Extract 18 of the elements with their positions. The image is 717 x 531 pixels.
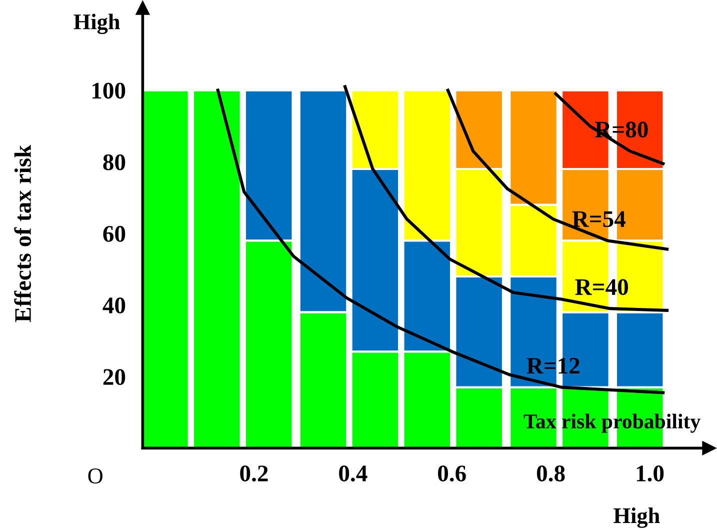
- x-tick-label: 0.2: [240, 466, 268, 482]
- y-tick-label: 20: [103, 369, 126, 386]
- y-tick-label: 40: [102, 298, 126, 314]
- line-series: [343, 85, 669, 312]
- text: High: [74, 14, 120, 34]
- x-tick-label: 0.6: [438, 466, 466, 482]
- line-series: [216, 88, 665, 394]
- text: O: [88, 468, 102, 484]
- y-tick-label: 100: [92, 82, 126, 99]
- line-series: [446, 88, 669, 251]
- x-tick-label: 0.8: [536, 466, 565, 482]
- y-axis-title: Effects of tax risk: [14, 144, 32, 322]
- line-series: [554, 92, 665, 166]
- y-tick-label: 80: [103, 154, 126, 170]
- y-tick-label: 60: [103, 226, 126, 242]
- text: High: [614, 508, 660, 528]
- x-tick-label: 0.4: [339, 466, 368, 482]
- x-tick-label: 1.0: [636, 466, 664, 482]
